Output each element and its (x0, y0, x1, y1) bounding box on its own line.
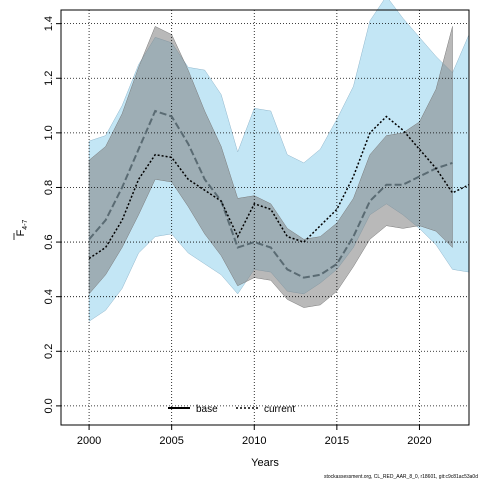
y-tick-label-7: 1.4 (43, 16, 55, 31)
y-axis: 0.0 0.2 0.4 0.6 0.8 1.0 1.2 1.4 (43, 16, 61, 414)
legend: base current (168, 404, 295, 415)
x-tick-label-2020: 2020 (407, 435, 431, 447)
y-tick-label-5: 1.0 (43, 125, 55, 140)
legend-label-base: base (196, 404, 218, 415)
band-base (88, 26, 453, 308)
y-tick-label-2: 0.4 (43, 289, 55, 304)
line-current (88, 115, 470, 260)
confidence-bands (88, 0, 470, 322)
y-axis-title: F4-7 (13, 219, 29, 240)
x-tick-label-2015: 2015 (325, 435, 349, 447)
plot-frame (60, 9, 470, 426)
x-axis-title: Years (251, 457, 279, 469)
y-tick-label-1: 0.2 (43, 344, 55, 359)
x-tick-label-2000: 2000 (77, 435, 101, 447)
y-tick-label-3: 0.6 (43, 234, 55, 249)
grid (61, 10, 469, 425)
y-tick-label-6: 1.2 (43, 71, 55, 86)
x-tick-label-2005: 2005 (159, 435, 183, 447)
series-lines (88, 109, 470, 279)
x-tick-label-2010: 2010 (242, 435, 266, 447)
svg-text:F4-7: F4-7 (15, 219, 29, 236)
x-axis: 2000 2005 2010 2015 2020 (77, 425, 432, 447)
y-tick-label-4: 0.8 (43, 180, 55, 195)
footnote: stockassessment.org, CL_RED_AAR_8_0, r18… (324, 474, 478, 480)
line-base (88, 109, 453, 279)
legend-label-current: current (264, 404, 295, 415)
y-axis-title-sub: 4-7 (22, 219, 29, 229)
y-tick-label-0: 0.0 (43, 398, 55, 413)
y-axis-title-main: F (15, 229, 27, 236)
